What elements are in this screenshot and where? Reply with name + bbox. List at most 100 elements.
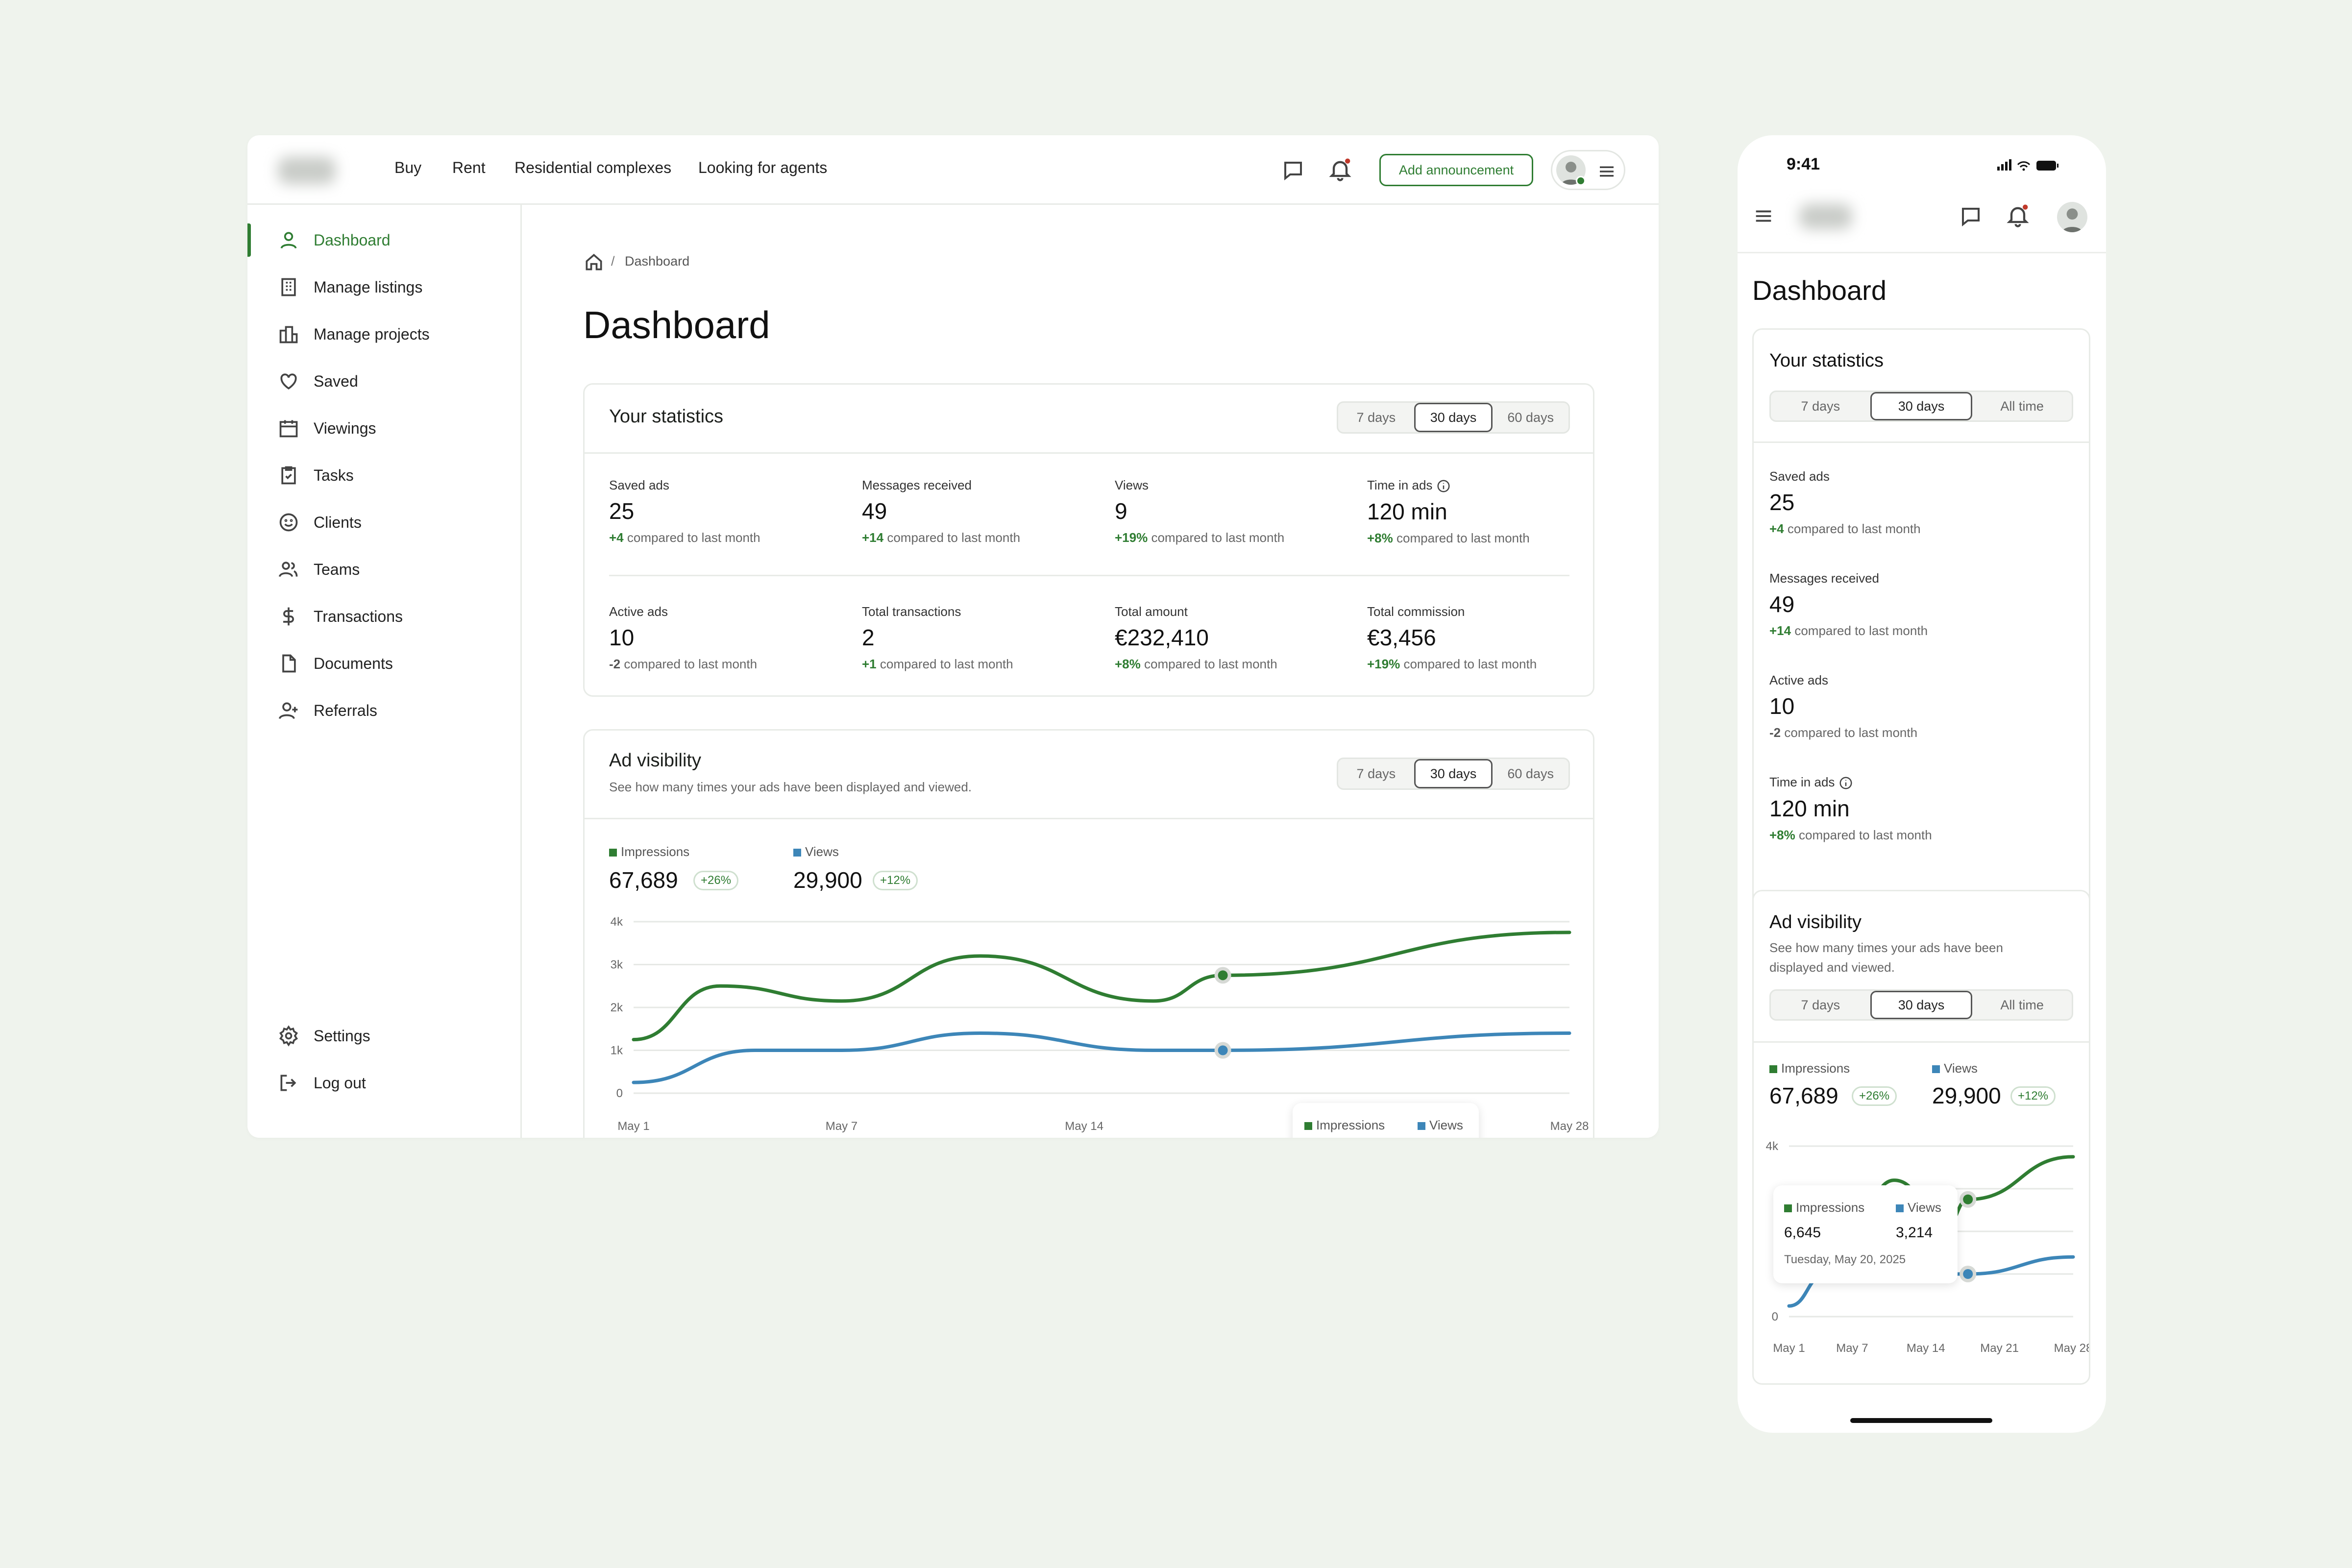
stat-value: 120 min — [1769, 796, 1850, 822]
y-tick-label: 0 — [616, 1087, 623, 1100]
sidebar-item-transactions[interactable]: Transactions — [247, 596, 520, 637]
y-tick-label: 2k — [611, 1001, 623, 1014]
nav-buy[interactable]: Buy — [394, 159, 422, 176]
sidebar-item-label: Transactions — [314, 607, 403, 625]
home-indicator[interactable] — [1850, 1418, 1992, 1423]
info-icon[interactable] — [1838, 776, 1853, 790]
stat-saved-ads: Saved ads 25 +4 compared to last month — [609, 478, 760, 545]
chat-icon[interactable] — [1959, 205, 1983, 228]
x-tick-label: May 7 — [826, 1120, 858, 1133]
sidebar-item-referrals[interactable]: Referrals — [247, 690, 520, 731]
x-tick-label: May 7 — [1836, 1342, 1868, 1355]
sidebar-item-settings[interactable]: Settings — [247, 1015, 520, 1056]
sidebar-item-log-out[interactable]: Log out — [247, 1062, 520, 1103]
stat-messages-received: Messages received 49 +14 compared to las… — [862, 478, 1020, 545]
stat-time-in-ads: Time in ads 120 min +8% compared to last… — [1367, 478, 1530, 546]
nav-residential-complexes[interactable]: Residential complexes — [514, 159, 672, 176]
menu-icon[interactable] — [1752, 205, 1775, 227]
sidebar-item-teams[interactable]: Teams — [247, 549, 520, 590]
stat-delta: -2 compared to last month — [1769, 725, 1918, 740]
y-tick-label: 4k — [1766, 1140, 1779, 1153]
chat-icon[interactable] — [1281, 159, 1305, 182]
period-30-days[interactable]: 30 days — [1414, 759, 1493, 788]
sidebar-item-label: Dashboard — [314, 231, 391, 249]
sidebar-item-manage-listings[interactable]: Manage listings — [247, 267, 520, 308]
sidebar-item-label: Tasks — [314, 466, 354, 484]
period-60-days[interactable]: 60 days — [1507, 410, 1554, 425]
statistics-period-selector: 7 days 30 days All time — [1769, 391, 2073, 422]
sidebar-item-label: Teams — [314, 560, 360, 578]
stat-active-ads: Active ads 10 -2 compared to last month — [1769, 673, 1917, 740]
mobile-screen: 9:41 Dashboard Your statistics 7 days 30… — [1738, 135, 2106, 1433]
stat-delta: +19% compared to last month — [1115, 530, 1285, 545]
add-announcement-button[interactable]: Add announcement — [1379, 154, 1533, 186]
logo[interactable] — [278, 157, 336, 184]
period-60-days[interactable]: 60 days — [1507, 766, 1554, 781]
stat-value: 2 — [862, 625, 875, 650]
legend-swatch — [609, 849, 617, 857]
divider — [585, 452, 1593, 454]
nav-looking-for-agents[interactable]: Looking for agents — [698, 159, 828, 176]
statistics-card: Your statistics 7 days 30 days 60 days S… — [583, 383, 1594, 697]
period-30-days[interactable]: 30 days — [1414, 403, 1493, 432]
dollar-icon — [283, 607, 294, 626]
sidebar-item-manage-projects[interactable]: Manage projects — [247, 314, 520, 355]
sidebar-item-dashboard[interactable]: Dashboard — [247, 220, 520, 261]
period-7-days[interactable]: 7 days — [1356, 766, 1396, 781]
period-7-days[interactable]: 7 days — [1801, 997, 1840, 1012]
avatar[interactable] — [2057, 202, 2087, 232]
views-badge: +12% — [2010, 1086, 2056, 1106]
sidebar-item-clients[interactable]: Clients — [247, 502, 520, 543]
sidebar-item-label: Documents — [314, 654, 393, 672]
stat-value: 10 — [609, 625, 635, 650]
sidebar-item-label: Referrals — [314, 701, 377, 719]
period-30-days[interactable]: 30 days — [1870, 991, 1973, 1019]
stat-label: Total amount — [1115, 604, 1188, 619]
breadcrumb[interactable]: Dashboard — [625, 254, 690, 269]
x-tick-label: May 1 — [1773, 1342, 1805, 1355]
x-tick-label: May 1 — [617, 1120, 649, 1133]
views-total: 29,900 — [1932, 1083, 2001, 1108]
bell-icon[interactable] — [2005, 203, 2031, 228]
ad-visibility-title: Ad visibility — [609, 750, 701, 771]
x-tick-label: May 28 — [1550, 1120, 1589, 1133]
stat-total-commission: Total commission €3,456 +19% compared to… — [1367, 604, 1537, 672]
tooltip-legend-views: Views — [1896, 1200, 1941, 1215]
ad-visibility-subtitle: See how many times your ads have been di… — [609, 780, 972, 794]
period-7-days[interactable]: 7 days — [1356, 410, 1396, 425]
top-navigation-bar: Buy Rent Residential complexes Looking f… — [247, 135, 1659, 205]
home-icon[interactable] — [583, 251, 605, 273]
bell-icon[interactable] — [1327, 157, 1353, 182]
legend-swatch — [793, 849, 801, 857]
info-icon[interactable] — [1436, 479, 1451, 493]
period-30-days[interactable]: 30 days — [1870, 392, 1973, 420]
views-total: 29,900 — [793, 867, 862, 893]
stat-value: 49 — [1769, 591, 1795, 617]
nav-rent[interactable]: Rent — [452, 159, 486, 176]
profile-menu[interactable] — [1551, 150, 1625, 190]
stat-label: Time in ads — [1367, 478, 1530, 493]
period-all-time[interactable]: All time — [2000, 997, 2044, 1012]
period-7-days[interactable]: 7 days — [1801, 398, 1840, 414]
sidebar-item-viewings[interactable]: Viewings — [247, 408, 520, 449]
page-title: Dashboard — [583, 303, 770, 346]
stat-value: 120 min — [1367, 499, 1447, 525]
series-line-views — [632, 1031, 1571, 1084]
divider — [609, 575, 1569, 576]
stat-saved-ads: Saved ads 25 +4 compared to last month — [1769, 469, 1921, 537]
sidebar-item-tasks[interactable]: Tasks — [247, 455, 520, 496]
impressions-total: 67,689 — [609, 867, 678, 893]
visibility-period-selector: 7 days 30 days 60 days — [1337, 758, 1570, 790]
sidebar-item-label: Manage listings — [314, 278, 423, 296]
stat-value: 49 — [862, 498, 887, 524]
period-all-time[interactable]: All time — [2000, 398, 2044, 414]
stat-label: Total commission — [1367, 604, 1465, 619]
sidebar-item-documents[interactable]: Documents — [247, 643, 520, 684]
logo[interactable] — [1799, 204, 1852, 229]
sidebar-item-saved[interactable]: Saved — [247, 361, 520, 402]
menu-icon[interactable] — [1596, 161, 1617, 182]
statistics-title: Your statistics — [609, 406, 724, 427]
stat-messages-received: Messages received 49 +14 compared to las… — [1769, 571, 1928, 638]
ad-visibility-subtitle-line-2: displayed and viewed. — [1769, 960, 1895, 975]
statistics-period-selector: 7 days 30 days 60 days — [1337, 401, 1570, 434]
